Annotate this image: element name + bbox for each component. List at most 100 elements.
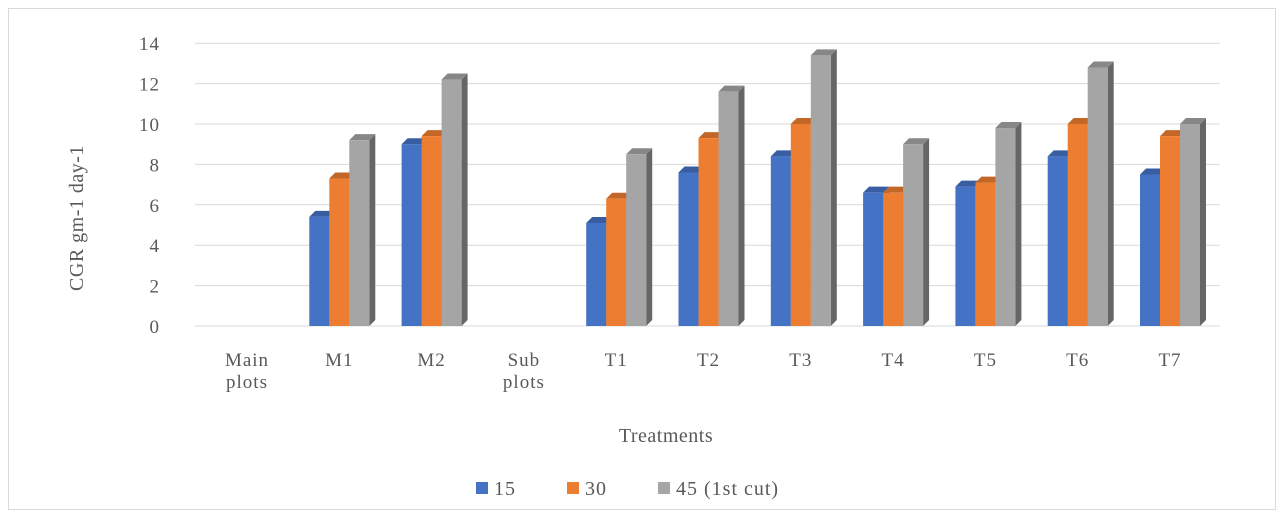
bar-front [421,136,442,326]
bar-front [606,198,627,326]
x-category-label: T3 [789,350,812,371]
legend-label: 45 (1st cut) [676,478,779,500]
bar-top [810,49,837,56]
legend: 15 30 45 (1st cut) [476,478,779,500]
bar-front [1160,136,1180,326]
bar-top [770,150,797,157]
bar-front [903,144,924,326]
bar-top [441,73,468,80]
y-tick-label: 10 [139,115,160,136]
bar-top [718,85,745,92]
bar-front [995,128,1016,326]
legend-swatch [567,482,579,494]
bar-side [830,49,837,326]
x-category-label: Main [225,350,269,371]
x-category-label: M2 [417,350,445,371]
bar-front [1180,124,1200,326]
bar-front [678,172,699,326]
bar-side [923,138,930,326]
bar-top [421,130,448,137]
y-axis-title: CGR gm-1 day-1 [66,145,88,291]
bar-top [1087,61,1114,68]
x-axis-title: Treatments [619,425,713,447]
bar-front [810,55,831,326]
legend-label: 30 [585,478,607,500]
bar-side [738,85,745,327]
bar-front [329,178,350,326]
bar-front [309,216,330,326]
bar-side [1200,118,1206,326]
y-tick-label: 4 [150,236,161,257]
legend-label: 15 [494,478,516,500]
bar-front [975,182,996,326]
y-tick-labels: 0 2 4 6 8 10 12 14 [139,34,161,338]
bar-top [698,132,725,139]
bar-front [1140,174,1160,326]
bar-top [975,176,1002,183]
bar-front [1067,124,1088,326]
bar-top [1047,150,1074,157]
y-tick-label: 6 [150,196,161,217]
x-category-label: M1 [325,350,353,371]
bar-45-1st-cut [1087,61,1114,326]
bar-top [309,210,336,217]
bar-front [441,79,462,326]
y-tick-label: 0 [150,317,161,338]
x-category-label: T4 [882,350,905,371]
y-tick-label: 14 [139,34,160,55]
x-category-label: T2 [697,350,720,371]
y-tick-label: 2 [150,277,161,298]
y-tick-label: 8 [150,155,161,176]
bar-45-1st-cut [349,134,376,326]
x-category-label: T5 [974,350,997,371]
bar-top [1180,118,1206,124]
bar-top [903,138,930,145]
bar-45-1st-cut [441,73,468,326]
legend-swatch [658,482,670,494]
bar-top [606,192,633,199]
bar-front [626,154,647,326]
bar-top [349,134,376,141]
bar-front [883,192,904,326]
bar-top [883,186,910,193]
bar-45-1st-cut [995,122,1022,326]
bar-45-1st-cut [626,148,653,326]
legend-swatch [476,482,488,494]
bar-front [349,140,370,326]
x-category-label: plots [503,372,545,393]
x-category-label: plots [226,372,268,393]
bar-top [329,172,356,179]
bar-front [955,186,976,326]
bar-top [790,118,817,124]
bar-side [1015,122,1022,326]
bar-45-1st-cut [718,85,745,327]
x-category-label: Sub [508,350,541,371]
bar-side [646,148,653,326]
bar-side [1107,61,1114,326]
bar-top [863,186,890,193]
bar-front [1047,156,1068,326]
bar-front [401,144,422,326]
bar-45-1st-cut [903,138,930,326]
bar-front [1087,67,1108,326]
bar-front [790,124,811,326]
bar-top [1067,118,1094,124]
bars [309,49,1206,327]
x-category-label: T1 [605,350,628,371]
bar-front [863,192,884,326]
bar-front [718,91,739,327]
bar-top [1140,168,1166,175]
bar-front [586,222,607,326]
bar-top [401,138,428,145]
bar-top [626,148,653,155]
bar-top [955,180,982,187]
bar-side [369,134,376,326]
bar-front [770,156,791,326]
bar-side [461,73,468,326]
bar-front [698,138,719,326]
x-category-label: T6 [1066,350,1089,371]
bar-45-1st-cut [810,49,837,326]
bar-top [586,216,613,223]
